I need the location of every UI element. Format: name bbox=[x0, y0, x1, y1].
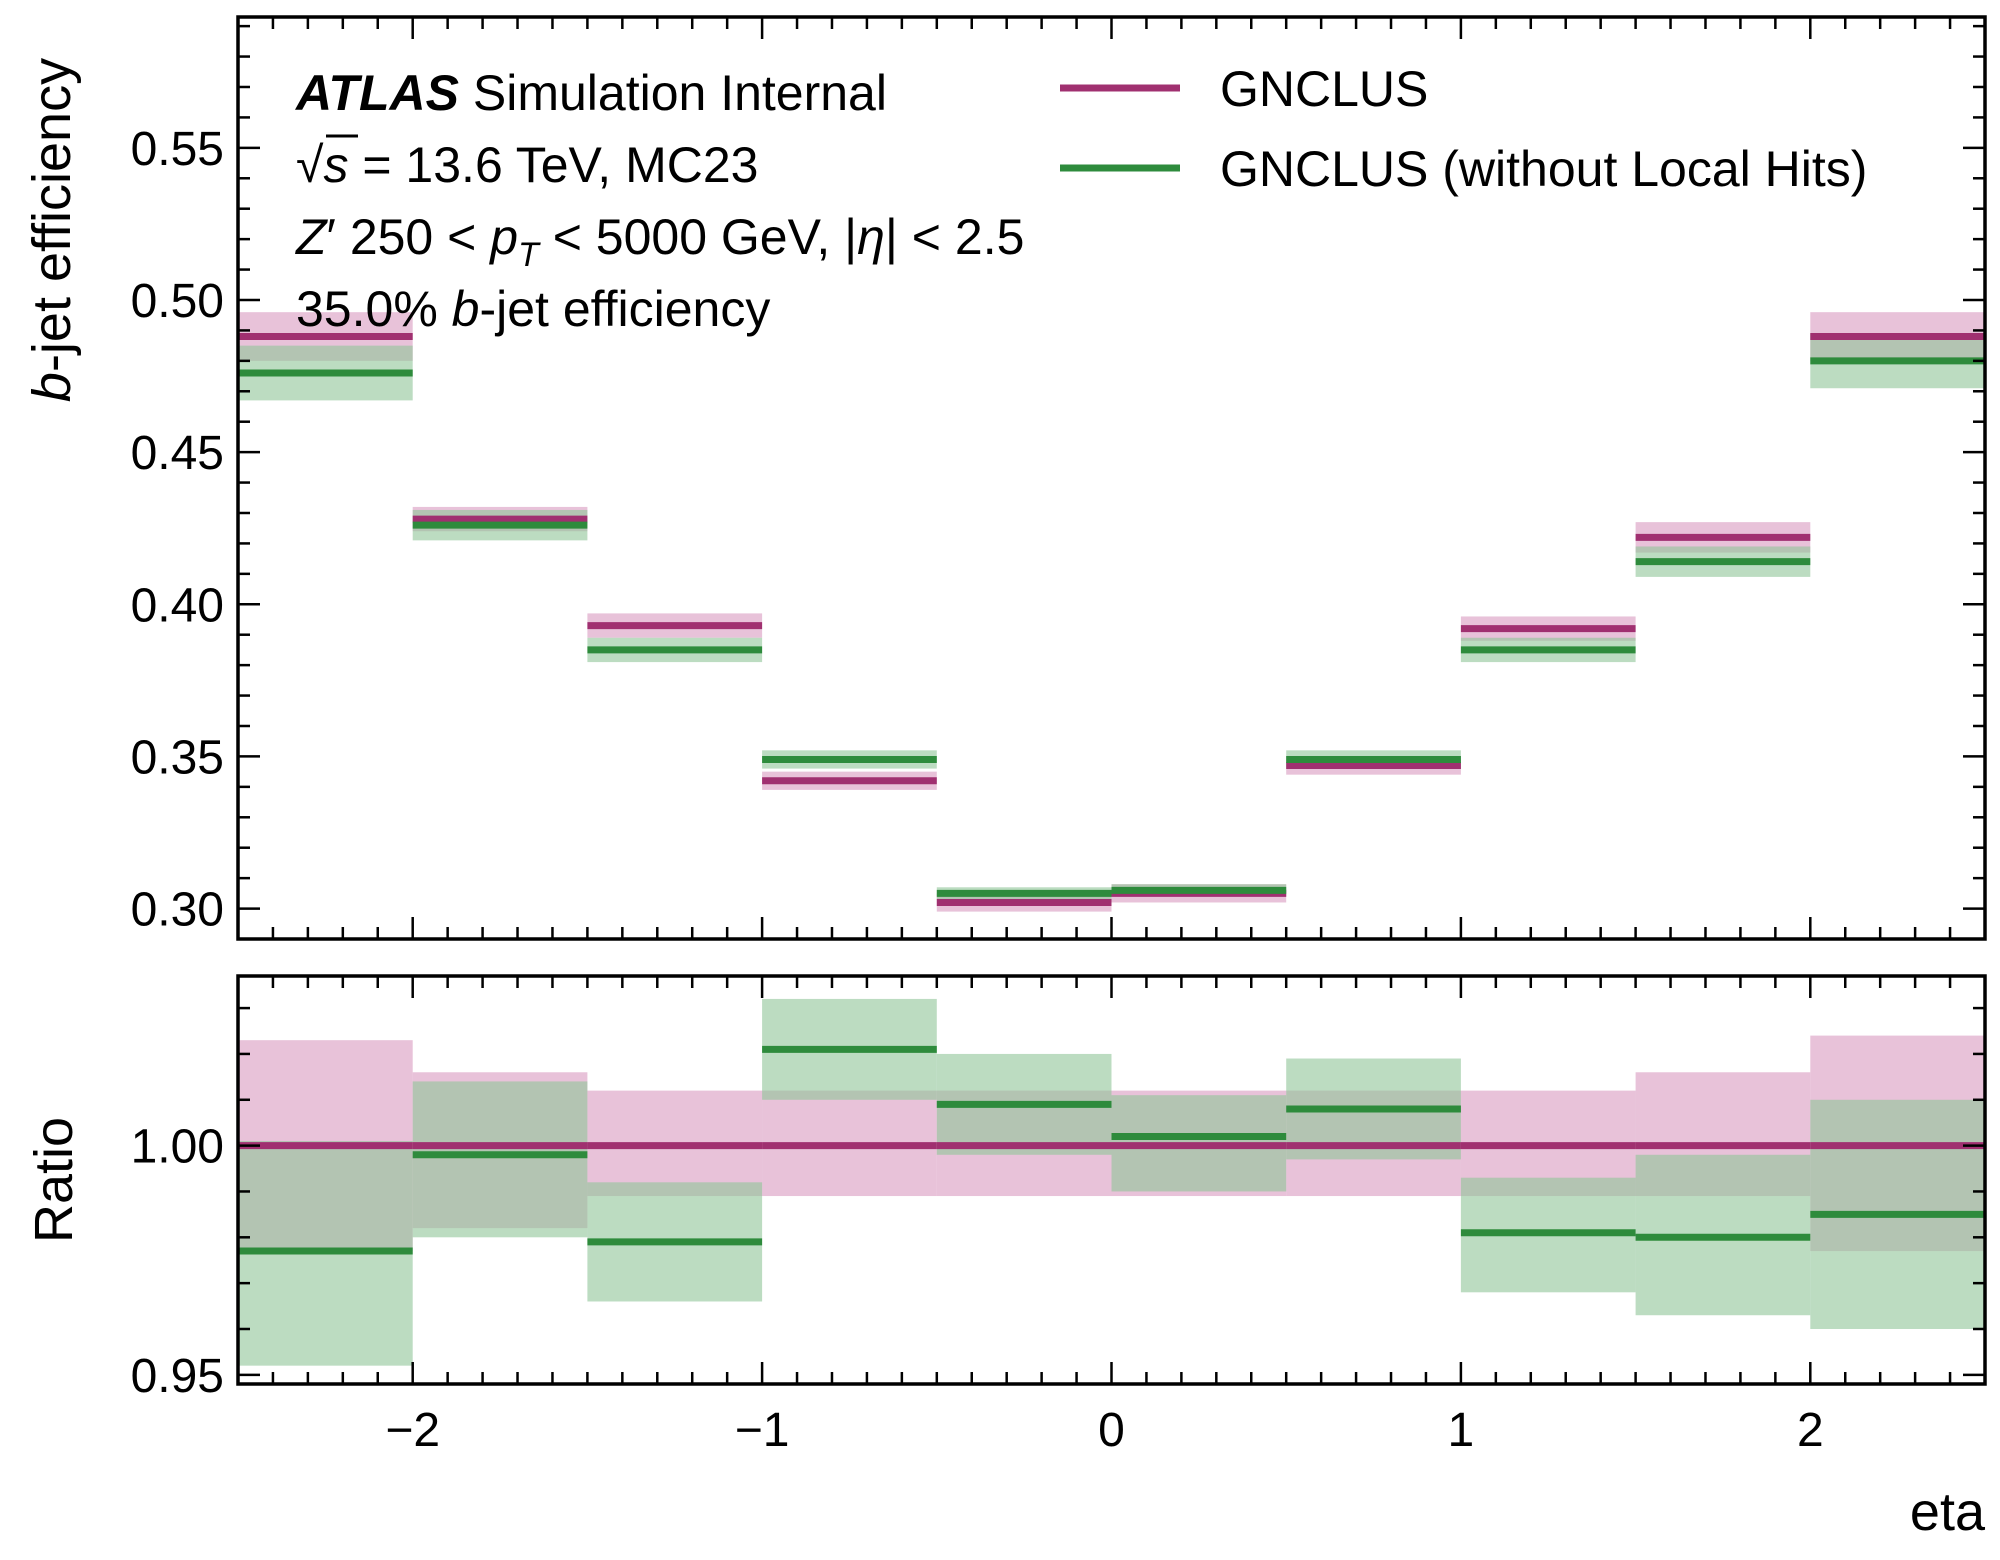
legend-label-gnclus: GNCLUS bbox=[1220, 61, 1428, 117]
ratio-y-axis-label: Ratio bbox=[24, 1117, 84, 1243]
atlas-annotation: ATLAS Simulation Internal √s = 13.6 TeV,… bbox=[294, 65, 1024, 337]
ratio-y-tick-labels: 0.95 1.00 bbox=[131, 1121, 224, 1403]
ratio-y-tick-label: 0.95 bbox=[131, 1350, 224, 1403]
ratio-band-s1-bin1 bbox=[412, 1081, 588, 1238]
ratio-panel: 0.95 1.00 −2 −1 0 1 2 Ratio eta bbox=[24, 974, 1987, 1542]
main-y-tick-label: 0.35 bbox=[131, 731, 224, 784]
x-tick-label: 1 bbox=[1448, 1404, 1475, 1457]
energy-line: √s = 13.6 TeV, MC23 bbox=[296, 137, 758, 193]
ratio-error-bands bbox=[238, 998, 1985, 1366]
ratio-ticks bbox=[236, 976, 1987, 1384]
main-y-tick-label: 0.30 bbox=[131, 884, 224, 937]
legend: GNCLUS GNCLUS (without Local Hits) bbox=[1060, 61, 1867, 197]
atlas-label-line: ATLAS Simulation Internal bbox=[294, 65, 887, 121]
main-panel: 0.30 0.35 0.40 0.45 0.50 0.55 b-jet efficienc… bbox=[22, 15, 1987, 941]
main-error-bands bbox=[238, 312, 1985, 912]
legend-label-gnclus-no-local-hits: GNCLUS (without Local Hits) bbox=[1220, 141, 1867, 197]
main-series-lines bbox=[238, 333, 1985, 906]
selection-line: Z′ 250 < pT < 5000 GeV, |η| < 2.5 bbox=[295, 209, 1024, 274]
main-y-tick-label: 0.40 bbox=[131, 579, 224, 632]
main-y-tick-label: 0.50 bbox=[131, 275, 224, 328]
main-y-axis-label: b-jet efficiency bbox=[22, 58, 82, 402]
main-y-tick-labels: 0.30 0.35 0.40 0.45 0.50 0.55 bbox=[131, 123, 224, 937]
x-tick-label: 0 bbox=[1098, 1404, 1125, 1457]
main-ticks bbox=[236, 17, 1987, 941]
x-axis-label: eta bbox=[1910, 1482, 1986, 1542]
ratio-y-tick-label: 1.00 bbox=[131, 1121, 224, 1174]
working-point-line: 35.0% b-jet efficiency bbox=[296, 281, 770, 337]
x-tick-label: −2 bbox=[385, 1404, 440, 1457]
ratio-series-lines bbox=[238, 1045, 1985, 1255]
x-tick-label: 2 bbox=[1797, 1404, 1824, 1457]
x-tick-label: −1 bbox=[735, 1404, 790, 1457]
main-y-tick-label: 0.55 bbox=[131, 123, 224, 176]
ratio-x-tick-labels: −2 −1 0 1 2 bbox=[385, 1404, 1823, 1457]
main-y-tick-label: 0.45 bbox=[131, 427, 224, 480]
